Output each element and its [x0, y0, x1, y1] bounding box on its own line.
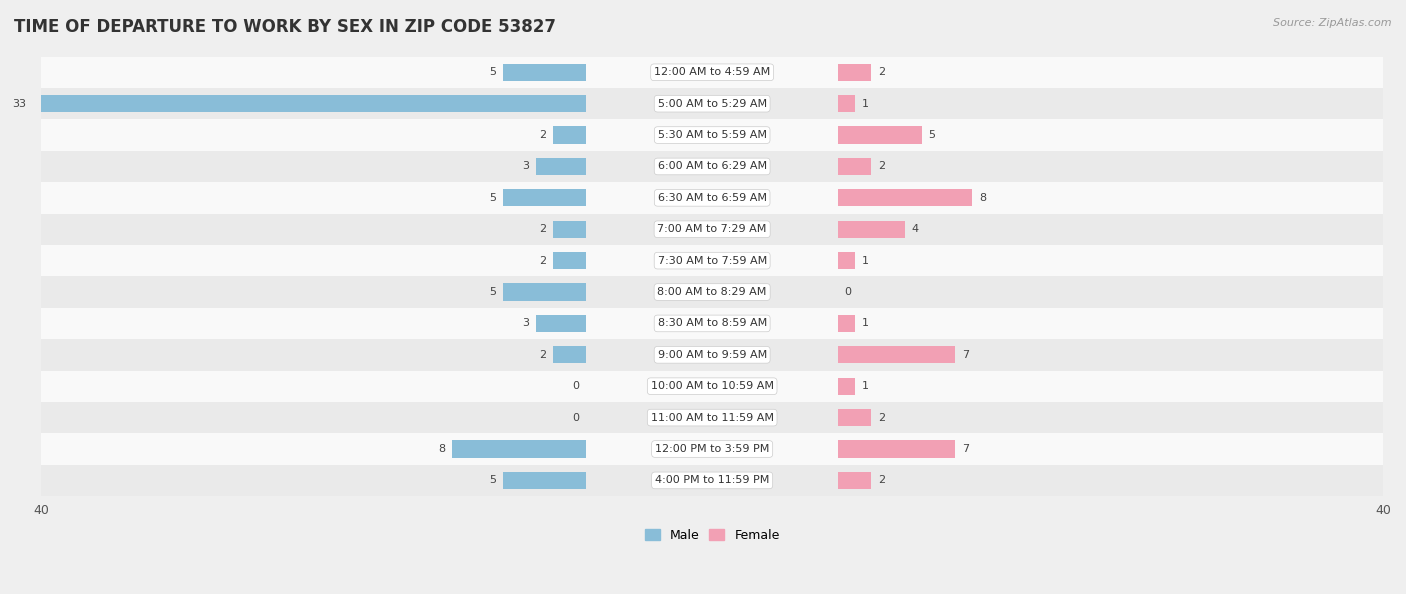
Bar — [838, 378, 855, 395]
Bar — [41, 119, 1384, 151]
Text: 2: 2 — [879, 413, 886, 422]
Bar — [838, 127, 922, 144]
Text: 3: 3 — [523, 162, 529, 172]
Text: 7: 7 — [962, 350, 969, 360]
Bar — [41, 402, 1384, 433]
Bar — [536, 315, 586, 332]
Text: 8:30 AM to 8:59 AM: 8:30 AM to 8:59 AM — [658, 318, 766, 328]
Text: 1: 1 — [862, 99, 869, 109]
Text: 1: 1 — [862, 255, 869, 266]
Text: 2: 2 — [538, 225, 546, 234]
Text: 2: 2 — [879, 475, 886, 485]
Text: 10:00 AM to 10:59 AM: 10:00 AM to 10:59 AM — [651, 381, 773, 391]
Bar — [838, 409, 872, 426]
Text: 1: 1 — [862, 381, 869, 391]
Bar — [838, 472, 872, 489]
Text: 2: 2 — [879, 67, 886, 77]
Text: 5:00 AM to 5:29 AM: 5:00 AM to 5:29 AM — [658, 99, 766, 109]
Text: 11:00 AM to 11:59 AM: 11:00 AM to 11:59 AM — [651, 413, 773, 422]
Bar — [838, 315, 855, 332]
Text: 7:00 AM to 7:29 AM: 7:00 AM to 7:29 AM — [658, 225, 766, 234]
Text: 5: 5 — [928, 130, 935, 140]
Bar — [41, 151, 1384, 182]
Text: 2: 2 — [538, 350, 546, 360]
Bar — [41, 433, 1384, 465]
Text: 7:30 AM to 7:59 AM: 7:30 AM to 7:59 AM — [658, 255, 766, 266]
Bar — [41, 245, 1384, 276]
Bar — [41, 56, 1384, 88]
Bar — [502, 189, 586, 207]
Bar — [453, 440, 586, 457]
Bar — [41, 276, 1384, 308]
Text: Source: ZipAtlas.com: Source: ZipAtlas.com — [1274, 18, 1392, 28]
Text: 6:00 AM to 6:29 AM: 6:00 AM to 6:29 AM — [658, 162, 766, 172]
Text: 4: 4 — [911, 225, 920, 234]
Bar — [32, 95, 586, 112]
Bar — [553, 346, 586, 364]
Bar — [41, 371, 1384, 402]
Text: TIME OF DEPARTURE TO WORK BY SEX IN ZIP CODE 53827: TIME OF DEPARTURE TO WORK BY SEX IN ZIP … — [14, 18, 555, 36]
Bar — [41, 88, 1384, 119]
Text: 1: 1 — [862, 318, 869, 328]
Bar — [41, 308, 1384, 339]
Bar — [838, 95, 855, 112]
Text: 0: 0 — [572, 381, 579, 391]
Bar — [838, 158, 872, 175]
Text: 12:00 PM to 3:59 PM: 12:00 PM to 3:59 PM — [655, 444, 769, 454]
Bar — [553, 127, 586, 144]
Bar — [502, 283, 586, 301]
Bar — [838, 220, 905, 238]
Text: 2: 2 — [879, 162, 886, 172]
Text: 2: 2 — [538, 130, 546, 140]
Text: 5:30 AM to 5:59 AM: 5:30 AM to 5:59 AM — [658, 130, 766, 140]
Text: 9:00 AM to 9:59 AM: 9:00 AM to 9:59 AM — [658, 350, 766, 360]
Bar — [553, 220, 586, 238]
Text: 12:00 AM to 4:59 AM: 12:00 AM to 4:59 AM — [654, 67, 770, 77]
Text: 7: 7 — [962, 444, 969, 454]
Bar — [41, 182, 1384, 214]
Bar — [838, 252, 855, 269]
Text: 8: 8 — [439, 444, 446, 454]
Text: 3: 3 — [523, 318, 529, 328]
Bar — [838, 346, 955, 364]
Bar — [838, 189, 972, 207]
Bar — [502, 64, 586, 81]
Legend: Male, Female: Male, Female — [640, 524, 785, 547]
Text: 2: 2 — [538, 255, 546, 266]
Bar — [838, 440, 955, 457]
Text: 5: 5 — [489, 67, 496, 77]
Text: 0: 0 — [845, 287, 852, 297]
Bar — [41, 339, 1384, 371]
Text: 0: 0 — [572, 413, 579, 422]
Text: 33: 33 — [13, 99, 27, 109]
Text: 4:00 PM to 11:59 PM: 4:00 PM to 11:59 PM — [655, 475, 769, 485]
Text: 5: 5 — [489, 193, 496, 203]
Bar — [536, 158, 586, 175]
Bar — [838, 64, 872, 81]
Bar — [553, 252, 586, 269]
Bar — [41, 465, 1384, 496]
Text: 5: 5 — [489, 287, 496, 297]
Bar — [41, 214, 1384, 245]
Text: 8: 8 — [979, 193, 986, 203]
Text: 5: 5 — [489, 475, 496, 485]
Text: 8:00 AM to 8:29 AM: 8:00 AM to 8:29 AM — [658, 287, 766, 297]
Text: 6:30 AM to 6:59 AM: 6:30 AM to 6:59 AM — [658, 193, 766, 203]
Bar — [502, 472, 586, 489]
